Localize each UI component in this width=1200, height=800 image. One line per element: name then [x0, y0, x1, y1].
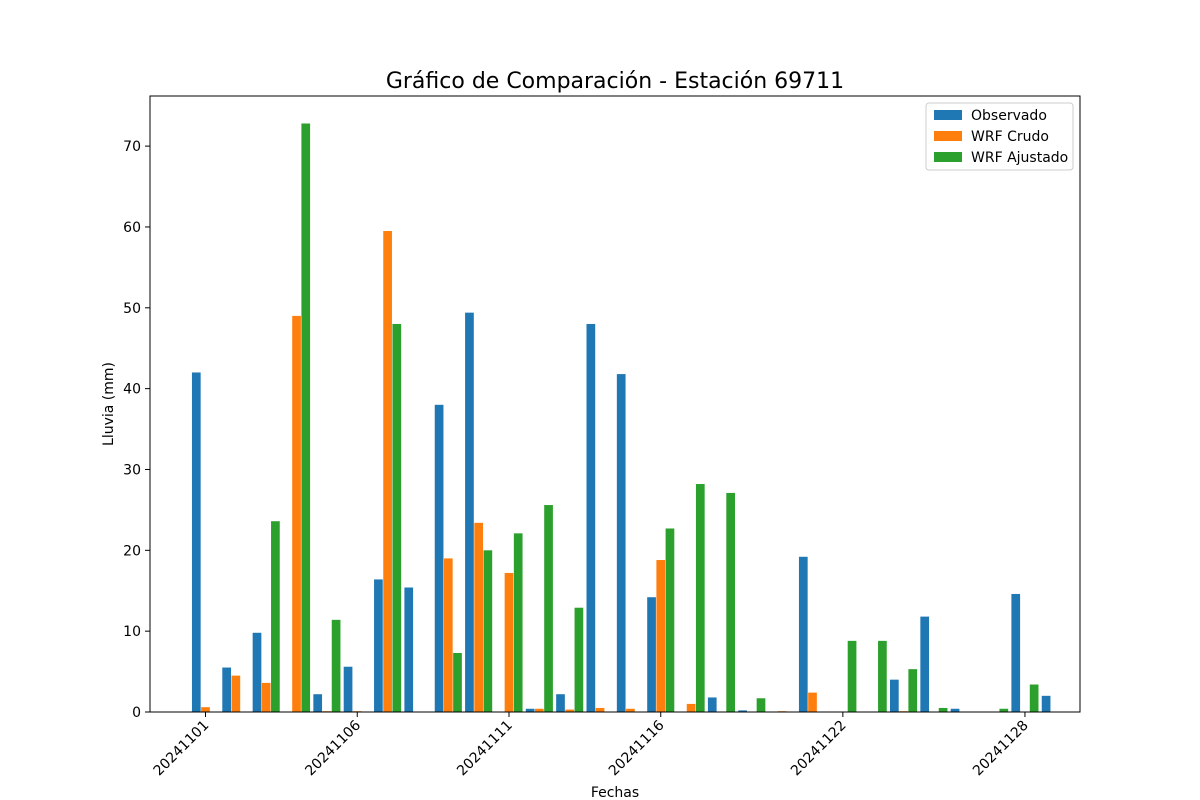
bar-wrf-ajustado-20241124: [908, 669, 918, 712]
legend-label: WRF Crudo: [971, 129, 1049, 145]
bar-wrf-ajustado-20241103: [271, 521, 280, 712]
bar-wrf-crudo-20241107: [383, 231, 392, 712]
legend: Observado WRF Crudo WRF Ajustado: [925, 102, 1074, 171]
y-tick-label: 0: [132, 705, 141, 721]
bar-observado-20241105: [313, 694, 323, 712]
bar-wrf-ajustado-20241111: [513, 533, 523, 712]
bar-observado-20241115: [616, 374, 626, 712]
y-tick-label: 20: [123, 543, 141, 559]
bar-wrf-crudo-20241116: [656, 560, 666, 712]
bar-wrf-ajustado-20241110: [483, 550, 493, 712]
bar-wrf-ajustado-20241127: [999, 708, 1009, 712]
legend-swatch: [934, 110, 962, 120]
y-tick-label: 50: [123, 301, 141, 317]
bar-wrf-crudo-20241101: [201, 707, 210, 712]
bar-wrf-crudo-20241111: [504, 572, 514, 712]
y-axis: 0 10 20 30 40 50 60 70: [123, 139, 150, 721]
bar-wrf-crudo-20241103: [261, 682, 271, 712]
bar-observado-20241119: [738, 710, 747, 712]
bar-wrf-ajustado-20241128: [1029, 684, 1039, 712]
bars-group: [191, 123, 1051, 713]
bar-observado-20241101: [191, 372, 201, 712]
bar-wrf-ajustado-20241123: [878, 640, 887, 712]
legend-box: [925, 102, 1074, 171]
bar-wrf-crudo-20241109: [443, 558, 453, 712]
bar-observado-20241113: [556, 694, 565, 712]
bar-observado-20241125: [920, 616, 930, 712]
bar-observado-20241126: [950, 708, 960, 712]
y-tick-label: 70: [123, 139, 141, 155]
bar-observado-20241109: [434, 404, 444, 712]
y-tick-label: 10: [123, 624, 141, 640]
y-tick-label: 30: [123, 462, 141, 478]
plot-frame: [149, 95, 1081, 713]
bar-observado-20241103: [252, 632, 262, 712]
bar-wrf-crudo-20241112: [535, 708, 544, 712]
bar-wrf-crudo-20241113: [565, 709, 575, 712]
bar-wrf-ajustado-20241113: [574, 607, 584, 712]
legend-swatch: [934, 152, 962, 162]
bar-observado-20241112: [525, 708, 535, 712]
bar-wrf-ajustado-20241105: [331, 619, 341, 712]
legend-swatch: [934, 131, 962, 141]
bar-wrf-ajustado-20241104: [301, 123, 311, 713]
bar-observado-20241124: [890, 679, 899, 712]
bar-observado-20241110: [465, 312, 474, 712]
bar-observado-20241114: [586, 323, 596, 712]
legend-label: WRF Ajustado: [971, 150, 1068, 166]
bar-wrf-ajustado-20241109: [453, 652, 462, 712]
bar-wrf-crudo-20241114: [595, 707, 605, 712]
bar-wrf-crudo-20241104: [292, 315, 301, 712]
y-tick-label: 60: [123, 220, 141, 236]
bar-wrf-ajustado-20241117: [695, 484, 705, 712]
legend-label: Observado: [971, 108, 1047, 124]
bar-observado-20241128: [1011, 593, 1021, 712]
bar-observado-20241129: [1041, 695, 1051, 712]
bar-wrf-ajustado-20241122: [847, 640, 857, 712]
bar-wrf-crudo-20241102: [231, 675, 241, 712]
chart-title: Gráfico de Comparación - Estación 69711: [386, 69, 844, 94]
bar-wrf-ajustado-20241118: [726, 492, 735, 712]
bar-wrf-crudo-20241121: [808, 692, 817, 712]
bar-observado-20241116: [647, 597, 656, 712]
bar-observado-20241106: [343, 666, 353, 712]
bar-observado-20241102: [222, 667, 231, 712]
y-axis-label: Lluvia (mm): [101, 362, 117, 446]
bar-wrf-ajustado-20241107: [392, 323, 402, 712]
bar-wrf-ajustado-20241112: [544, 505, 553, 712]
bar-observado-20241121: [798, 556, 808, 712]
bar-observado-20241108: [404, 587, 414, 712]
bar-wrf-ajustado-20241119: [756, 698, 766, 712]
bar-observado-20241107: [374, 579, 383, 712]
x-axis-label: Fechas: [591, 785, 639, 800]
bar-wrf-ajustado-20241125: [938, 707, 948, 712]
y-tick-label: 40: [123, 382, 141, 398]
bar-wrf-crudo-20241110: [474, 522, 483, 712]
bar-wrf-ajustado-20241116: [665, 528, 675, 712]
bar-wrf-crudo-20241117: [686, 703, 696, 712]
bar-wrf-crudo-20241115: [626, 708, 635, 712]
bar-observado-20241118: [707, 697, 717, 712]
